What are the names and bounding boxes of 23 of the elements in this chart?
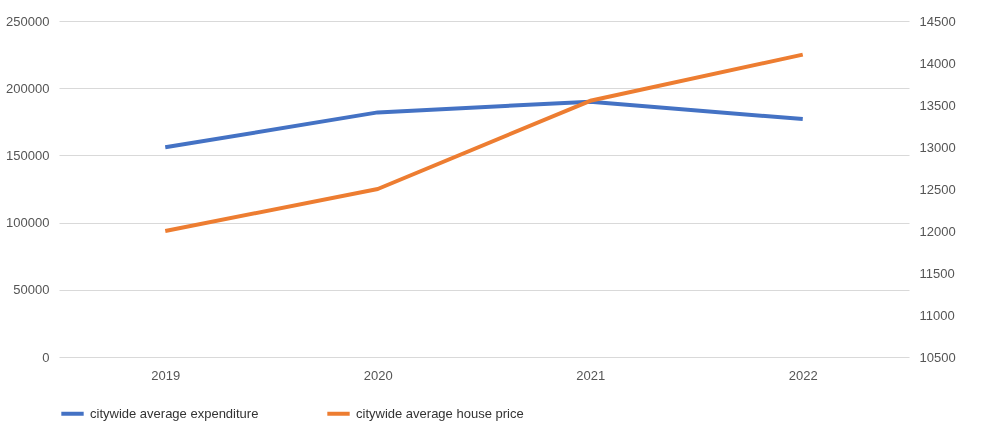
x-tick-label: 2019 xyxy=(151,367,181,383)
y-tick-label: 50000 xyxy=(13,282,50,298)
y2-tick-label: 11500 xyxy=(919,265,955,281)
y-tick-label: 200000 xyxy=(6,80,50,96)
y2-tick-label: 13000 xyxy=(919,139,956,155)
line-series xyxy=(163,99,805,150)
x-tick-label: 2021 xyxy=(576,367,606,383)
y2-tick-label: 10500 xyxy=(919,349,956,365)
y2-tick-label: 11000 xyxy=(919,307,955,323)
x-tick-label: 2022 xyxy=(788,367,818,383)
legend-label: citywide average expenditure xyxy=(90,405,259,421)
y2-tick-label: 12500 xyxy=(919,181,956,197)
y-tick-label: 100000 xyxy=(6,215,50,231)
y2-tick-label: 12000 xyxy=(919,223,956,239)
line-series xyxy=(163,52,805,233)
y-tick-label: 150000 xyxy=(6,147,50,163)
legend-label: citywide average house price xyxy=(356,405,524,421)
x-tick-label: 2020 xyxy=(363,367,393,383)
y2-tick-label: 14000 xyxy=(919,55,956,71)
y-tick-label: 250000 xyxy=(6,13,50,29)
y-tick-label: 0 xyxy=(42,349,50,365)
y2-tick-label: 13500 xyxy=(919,97,956,113)
y2-tick-label: 14500 xyxy=(919,13,956,29)
